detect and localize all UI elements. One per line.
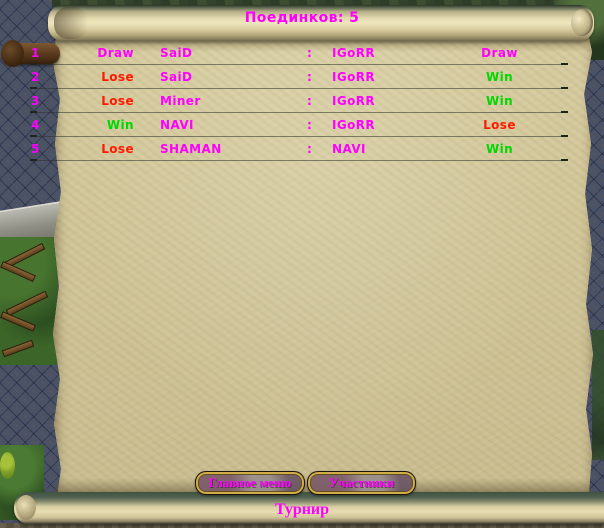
scroll-roller-bottom[interactable] (14, 492, 604, 524)
duel-count-title: Поединков: 5 (244, 10, 360, 26)
roller-shadow (55, 38, 590, 52)
table-row: 5 Lose SHAMAN : NAVI Win (0, 140, 604, 160)
versus-colon: : (307, 142, 313, 156)
main-menu-button[interactable]: Главное меню (195, 471, 305, 495)
player-right: IGoRR (332, 46, 376, 60)
outcome-left: Lose (101, 70, 134, 84)
outcome-right: Win (485, 142, 514, 156)
player-left: SHAMAN (160, 142, 222, 156)
table-row: 2 Lose SaiD : IGoRR Win (0, 68, 604, 88)
row-separator (30, 63, 568, 65)
row-separator (30, 135, 568, 137)
outcome-right: Win (485, 94, 514, 108)
window-label-tournament: Турнир (274, 501, 330, 518)
duel-number: 3 (31, 94, 40, 108)
tree-canopy-strip (52, 0, 604, 7)
duel-number: 1 (31, 46, 40, 60)
outcome-left: Draw (97, 46, 134, 60)
player-right: NAVI (332, 142, 366, 156)
wooden-peg (1, 40, 60, 67)
table-row: 4 Win NAVI : IGoRR Lose (0, 116, 604, 136)
versus-colon: : (307, 70, 313, 84)
outcome-left: Lose (101, 94, 134, 108)
game-ground (0, 523, 604, 528)
row-separator (30, 159, 568, 161)
parchment-sheet (53, 24, 593, 504)
participants-button[interactable]: Участники (307, 471, 416, 495)
duel-number: 4 (31, 118, 40, 132)
table-row: 1 Draw SaiD : IGoRR Draw (0, 44, 604, 64)
outcome-right: Lose (483, 118, 516, 132)
player-right: IGoRR (332, 94, 376, 108)
player-left: SaiD (160, 46, 193, 60)
versus-colon: : (307, 46, 313, 60)
player-left: NAVI (160, 118, 194, 132)
row-separator (30, 87, 568, 89)
player-left: SaiD (160, 70, 193, 84)
player-right: IGoRR (332, 118, 376, 132)
outcome-left: Win (106, 118, 134, 132)
bush (0, 452, 15, 479)
versus-colon: : (307, 118, 313, 132)
outcome-right: Draw (481, 46, 518, 60)
tree-foliage-edge (592, 330, 604, 460)
outcome-left: Lose (101, 142, 134, 156)
player-left: Miner (160, 94, 201, 108)
table-row: 3 Lose Miner : IGoRR Win (0, 92, 604, 112)
duel-number: 5 (31, 142, 40, 156)
versus-colon: : (307, 94, 313, 108)
scroll-roller-top[interactable] (48, 5, 594, 41)
player-right: IGoRR (332, 70, 376, 84)
duel-number: 2 (31, 70, 40, 84)
outcome-right: Win (485, 70, 514, 84)
row-separator (30, 111, 568, 113)
